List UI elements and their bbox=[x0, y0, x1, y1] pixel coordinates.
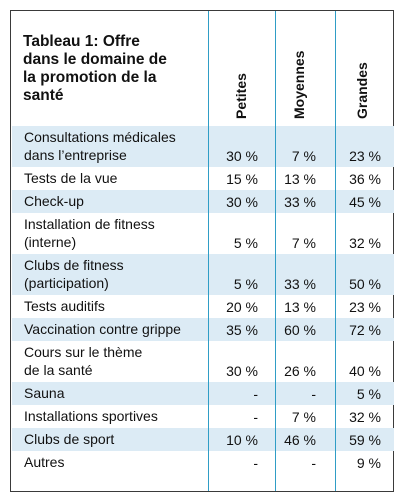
table-cell-moyennes: 60 % bbox=[284, 322, 316, 338]
table-cell-petites: 35 % bbox=[226, 322, 258, 338]
table-cell-grandes: 72 % bbox=[349, 322, 381, 338]
table-row: Clubs de sport 10 % 46 % 59 % bbox=[12, 428, 394, 451]
row-label-line: Autres bbox=[24, 454, 65, 470]
row-label-line: dans l’entreprise bbox=[24, 147, 127, 163]
title-line: la promotion de la bbox=[23, 69, 157, 86]
row-label: Check-up bbox=[24, 192, 84, 210]
table-row: Tests auditifs 20 % 13 % 23 % bbox=[12, 295, 394, 318]
table-cell-grandes: 45 % bbox=[349, 194, 381, 210]
table-cell-petites: 30 % bbox=[226, 194, 258, 210]
table-cell-petites: - bbox=[253, 386, 258, 402]
row-label-line: (participation) bbox=[24, 275, 109, 291]
table-cell-petites: 10 % bbox=[226, 432, 258, 448]
column-divider bbox=[275, 11, 276, 491]
row-label: Tests de la vue bbox=[24, 169, 117, 187]
row-label-line: de la santé bbox=[24, 362, 93, 378]
table-row: Cours sur le thème de la santé 30 % 26 % 40 … bbox=[12, 341, 394, 382]
table-cell-moyennes: 7 % bbox=[291, 235, 316, 251]
row-label-line: Vaccination contre grippe bbox=[24, 321, 181, 337]
column-header-grandes: Grandes bbox=[354, 62, 370, 119]
table-cell-moyennes: 7 % bbox=[291, 148, 316, 164]
table-cell-moyennes: 26 % bbox=[284, 363, 316, 379]
table-cell-petites: 30 % bbox=[226, 148, 258, 164]
table-row: Consultations médicales dans l’entreprise… bbox=[12, 126, 394, 167]
table-cell-grandes: 32 % bbox=[349, 409, 381, 425]
title-line: Tableau 1: Offre bbox=[23, 33, 140, 50]
column-divider bbox=[208, 11, 209, 491]
table-row: Check-up 30 % 33 % 45 % bbox=[12, 190, 394, 213]
table-row: Sauna - - 5 % bbox=[12, 382, 394, 405]
row-label-line: Check-up bbox=[24, 193, 84, 209]
title-line: dans le domaine de bbox=[23, 51, 167, 68]
table-cell-petites: - bbox=[253, 455, 258, 471]
row-label-line: Clubs de fitness bbox=[24, 257, 124, 273]
table-cell-moyennes: 33 % bbox=[284, 276, 316, 292]
row-label: Autres bbox=[24, 453, 64, 471]
row-label-line: Installation de fitness bbox=[24, 216, 155, 232]
table-cell-grandes: 40 % bbox=[349, 363, 381, 379]
table-cell-grandes: 23 % bbox=[349, 299, 381, 315]
table-cell-petites: 20 % bbox=[226, 299, 258, 315]
table-cell-grandes: 32 % bbox=[349, 235, 381, 251]
column-divider bbox=[335, 11, 336, 491]
table-cell-moyennes: 13 % bbox=[284, 299, 316, 315]
table-cell-moyennes: - bbox=[311, 455, 316, 471]
table-row: Autres - - 9 % bbox=[12, 451, 394, 474]
table-title: Tableau 1: Offre dans le domaine de la p… bbox=[23, 33, 203, 105]
table-cell-grandes: 5 % bbox=[356, 386, 381, 402]
table-cell-moyennes: 33 % bbox=[284, 194, 316, 210]
table-row: Vaccination contre grippe 35 % 60 % 72 % bbox=[12, 318, 394, 341]
table-cell-petites: - bbox=[253, 409, 258, 425]
table-cell-grandes: 9 % bbox=[356, 455, 381, 471]
row-label-line: Tests auditifs bbox=[24, 298, 105, 314]
table-cell-moyennes: 13 % bbox=[284, 171, 316, 187]
row-label: Vaccination contre grippe bbox=[24, 320, 181, 338]
table-cell-petites: 15 % bbox=[226, 171, 258, 187]
table-cell-grandes: 59 % bbox=[349, 432, 381, 448]
row-label: Sauna bbox=[24, 384, 64, 402]
column-header-petites: Petites bbox=[233, 73, 249, 119]
row-label: Installation de fitness (interne) bbox=[24, 215, 155, 251]
row-label: Installations sportives bbox=[24, 407, 158, 425]
table-cell-petites: 5 % bbox=[233, 276, 258, 292]
row-label-line: Sauna bbox=[24, 385, 65, 401]
table-cell-grandes: 36 % bbox=[349, 171, 381, 187]
row-label-line: Installations sportives bbox=[24, 408, 158, 424]
row-label-line: Cours sur le thème bbox=[24, 344, 143, 360]
row-label: Clubs de sport bbox=[24, 430, 114, 448]
table-row: Tests de la vue 15 % 13 % 36 % bbox=[12, 167, 394, 190]
row-label-line: Tests de la vue bbox=[24, 170, 118, 186]
table-row: Installation de fitness (interne) 5 % 7 % 32… bbox=[12, 213, 394, 254]
table-cell-petites: 5 % bbox=[233, 235, 258, 251]
table-cell-grandes: 23 % bbox=[349, 148, 381, 164]
table-cell-moyennes: - bbox=[311, 386, 316, 402]
table-frame: Tableau 1: Offre dans le domaine de la p… bbox=[10, 10, 394, 492]
table-row: Installations sportives - 7 % 32 % bbox=[12, 405, 394, 428]
table-cell-moyennes: 46 % bbox=[284, 432, 316, 448]
row-label-line: Clubs de sport bbox=[24, 431, 115, 447]
row-label: Consultations médicales dans l’entreprise bbox=[24, 128, 176, 164]
row-label-line: Consultations médicales bbox=[24, 129, 176, 145]
row-label: Cours sur le thème de la santé bbox=[24, 343, 142, 379]
row-label: Tests auditifs bbox=[24, 297, 105, 315]
title-line: santé bbox=[23, 87, 64, 104]
row-label-line: (interne) bbox=[24, 234, 77, 250]
column-header-moyennes: Moyennes bbox=[291, 50, 307, 119]
table-row: Clubs de fitness (participation) 5 % 33 % 50… bbox=[12, 254, 394, 295]
row-label: Clubs de fitness (participation) bbox=[24, 256, 124, 292]
table-cell-moyennes: 7 % bbox=[291, 409, 316, 425]
table-cell-petites: 30 % bbox=[226, 363, 258, 379]
table-cell-grandes: 50 % bbox=[349, 276, 381, 292]
